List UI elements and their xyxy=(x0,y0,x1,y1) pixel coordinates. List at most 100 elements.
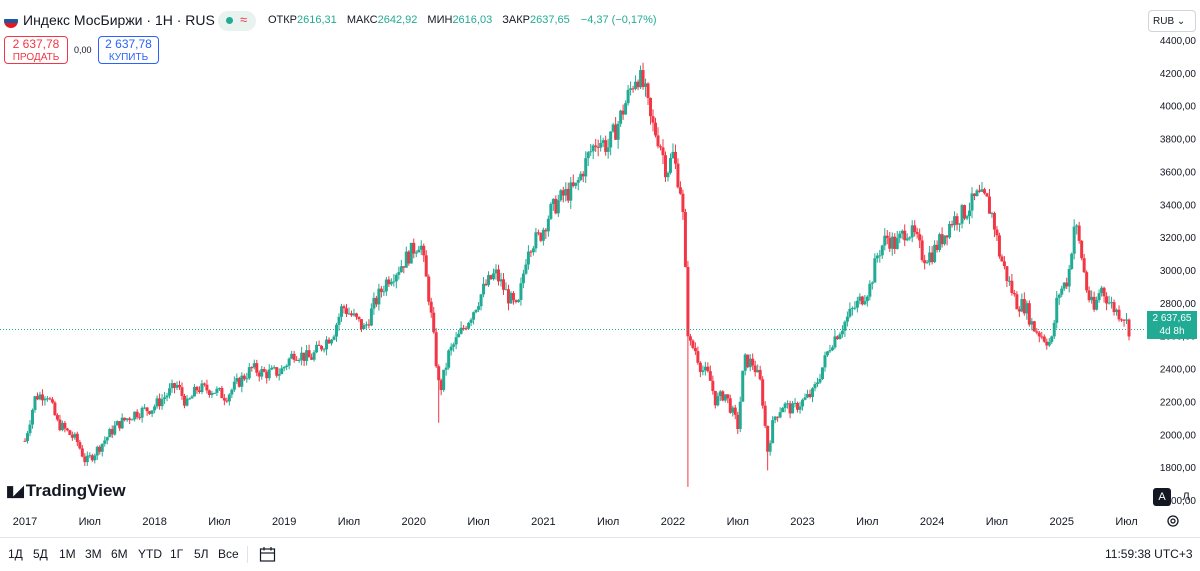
candle-body xyxy=(825,351,829,356)
candle-body xyxy=(103,440,107,444)
auto-scale-button[interactable]: A xyxy=(1153,488,1171,506)
candle-body xyxy=(235,378,239,382)
candle-body xyxy=(1012,292,1016,295)
range-button[interactable]: YTD xyxy=(138,547,162,561)
candle-body xyxy=(352,313,356,316)
candle-body xyxy=(160,399,164,407)
x-tick-label: Июл xyxy=(1115,516,1137,528)
candle-body xyxy=(1105,296,1109,304)
candle-body xyxy=(454,337,458,345)
candle-body xyxy=(1000,256,1004,262)
candle-body xyxy=(666,172,670,178)
range-button[interactable]: 1Д xyxy=(8,547,23,561)
y-tick-label: 2200,00 xyxy=(1160,397,1197,408)
candle-body xyxy=(803,397,807,400)
candle-body xyxy=(272,367,276,369)
time-axis[interactable]: 2017 Июл 2018 Июл 2019 Июл 2020 Июл 2021 Июл 2022 И… xyxy=(13,516,1138,528)
market-status-pill[interactable]: ≈ xyxy=(218,11,256,31)
candle-body xyxy=(143,407,147,409)
candle-body xyxy=(893,236,897,249)
candle-body xyxy=(492,273,496,280)
candle-body xyxy=(394,274,398,282)
candle-body xyxy=(953,216,957,226)
candle-body xyxy=(342,306,346,309)
go-to-date-calendar-icon[interactable] xyxy=(259,546,276,563)
candle-body xyxy=(45,398,49,400)
candle-body xyxy=(524,264,528,274)
candle-body xyxy=(890,236,894,249)
chart-settings-gear-icon[interactable] xyxy=(1166,514,1180,528)
range-button[interactable]: 5Л xyxy=(194,547,209,561)
candle-body xyxy=(487,275,491,286)
candle-body xyxy=(459,327,463,334)
candle-body xyxy=(1027,303,1031,325)
y-tick-label: 4200,00 xyxy=(1160,69,1197,80)
candle-body xyxy=(195,386,199,391)
candle-body xyxy=(245,378,249,380)
candle-body xyxy=(422,245,426,256)
range-button[interactable]: 1Г xyxy=(170,547,184,561)
candle-body xyxy=(205,384,209,391)
candle-body xyxy=(651,116,655,123)
tradingview-logo[interactable]: ▮◢ TradingView xyxy=(6,481,126,501)
candle-body xyxy=(736,414,740,429)
candle-body xyxy=(497,269,501,282)
y-tick-label: 3200,00 xyxy=(1160,233,1197,244)
symbol-title[interactable]: Индекс МосБиржи · 1Н · RUS xyxy=(23,12,215,28)
candle-body xyxy=(658,146,662,148)
candle-body xyxy=(771,420,775,444)
candle-body xyxy=(479,294,483,307)
candle-body xyxy=(83,456,87,463)
candle-body xyxy=(1112,302,1116,313)
range-button[interactable]: 1М xyxy=(59,547,76,561)
candle-body xyxy=(90,455,94,461)
sell-button[interactable]: 2 637,78 ПРОДАТЬ xyxy=(4,36,68,64)
log-scale-button[interactable]: Л xyxy=(1182,491,1190,503)
candle-body xyxy=(943,235,947,245)
candle-body xyxy=(150,410,154,414)
candle-body xyxy=(873,258,877,283)
candle-body xyxy=(968,210,972,217)
candle-body xyxy=(758,370,762,380)
candle-body xyxy=(1052,322,1056,337)
price-chart[interactable]: 1600,001800,002000,002200,002400,002600,… xyxy=(0,30,1200,536)
candle-body xyxy=(282,366,286,369)
x-tick-label: Июл xyxy=(856,516,878,528)
candle-body xyxy=(1097,293,1101,301)
candle-body xyxy=(312,352,316,360)
range-button[interactable]: Все xyxy=(218,547,239,561)
candle-body xyxy=(185,398,189,406)
candle-body xyxy=(1007,280,1011,282)
candle-body xyxy=(232,381,236,390)
candle-body xyxy=(80,448,84,457)
candle-body xyxy=(397,272,401,275)
candle-body xyxy=(626,89,630,104)
range-button[interactable]: 6М xyxy=(111,547,128,561)
candle-body xyxy=(566,188,570,201)
candle-body xyxy=(823,355,827,368)
utc-clock[interactable]: 11:59:38 UTC+3 xyxy=(1105,547,1193,561)
candle-body xyxy=(260,369,264,377)
candle-body xyxy=(678,187,682,194)
candle-body xyxy=(673,151,677,164)
candle-body xyxy=(402,266,406,268)
candle-body xyxy=(629,88,633,90)
candle-body xyxy=(833,336,837,348)
candle-body xyxy=(536,232,540,234)
candle-body xyxy=(963,205,967,219)
currency-selector[interactable]: RUB ⌄ xyxy=(1148,10,1196,32)
range-button[interactable]: 5Д xyxy=(33,547,48,561)
candle-body xyxy=(858,296,862,301)
candle-body xyxy=(955,216,959,225)
buy-button[interactable]: 2 637,78 КУПИТЬ xyxy=(98,36,159,64)
range-button[interactable]: 3М xyxy=(85,547,102,561)
candle-body xyxy=(683,212,687,267)
candle-body xyxy=(212,392,216,394)
candle-body xyxy=(843,321,847,331)
candle-body xyxy=(621,110,625,115)
candle-body xyxy=(427,276,431,302)
candle-body xyxy=(392,281,396,283)
price-axis[interactable]: 1600,001800,002000,002200,002400,002600,… xyxy=(1160,36,1197,507)
candle-body xyxy=(835,336,839,340)
candle-body xyxy=(581,173,585,177)
